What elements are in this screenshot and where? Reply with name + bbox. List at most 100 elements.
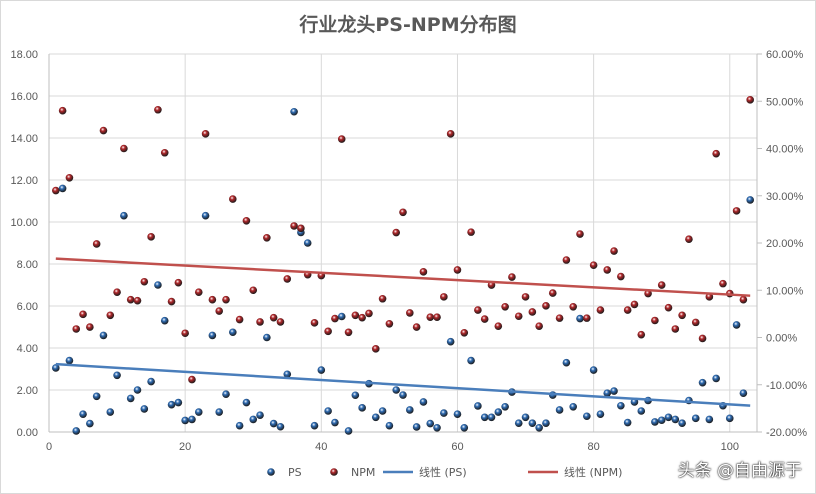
data-point-ps: [147, 377, 155, 386]
data-point-ps: [705, 415, 714, 424]
data-point-npm: [569, 302, 577, 311]
y-left-tick-label: 2.00: [17, 385, 38, 397]
data-point-npm: [365, 309, 373, 318]
data-point-npm: [617, 272, 625, 281]
data-point-ps: [671, 415, 680, 424]
data-point-npm: [324, 327, 332, 336]
data-point-npm: [72, 325, 81, 333]
data-point-npm: [154, 105, 162, 114]
y-left-tick-label: 4.00: [17, 343, 38, 355]
data-point-ps: [691, 414, 700, 423]
data-point-npm: [399, 208, 407, 217]
data-point-npm: [344, 328, 353, 337]
data-point-ps: [385, 421, 394, 430]
data-point-ps: [263, 333, 271, 342]
data-point-ps: [657, 416, 666, 425]
data-point-ps: [174, 398, 183, 407]
data-point-ps: [194, 408, 203, 416]
data-point-npm: [691, 318, 700, 327]
data-point-npm: [235, 315, 244, 324]
data-point-ps: [583, 412, 591, 421]
data-point-npm: [712, 149, 720, 158]
data-point-npm: [276, 318, 285, 326]
data-point-npm: [623, 306, 632, 314]
data-point-ps: [617, 401, 625, 410]
data-point-ps: [160, 316, 169, 325]
data-point-npm: [406, 309, 414, 317]
data-point-ps: [678, 419, 686, 427]
data-point-npm: [133, 296, 142, 305]
data-point-npm: [167, 297, 176, 306]
y-right-tick-label: 40.00%: [766, 144, 804, 156]
legend-label-npm: NPM: [351, 466, 375, 479]
data-point-npm: [194, 288, 203, 296]
data-point-ps: [576, 314, 584, 323]
data-point-ps: [351, 391, 360, 400]
data-point-npm: [514, 312, 523, 321]
data-point-npm: [535, 322, 543, 330]
data-point-ps: [542, 419, 550, 427]
data-point-ps: [140, 405, 149, 413]
data-point-npm: [657, 281, 666, 289]
data-point-ps: [256, 411, 264, 420]
x-tick-label: 60: [451, 441, 463, 453]
data-point-ps: [79, 410, 87, 418]
data-point-ps: [725, 414, 734, 423]
data-point-npm: [215, 307, 223, 315]
data-point-npm: [99, 126, 108, 135]
data-point-ps: [623, 418, 632, 427]
data-point-ps: [494, 408, 503, 416]
data-point-ps: [276, 422, 285, 431]
y-left-tick-label: 0.00: [17, 427, 38, 439]
data-point-npm: [120, 144, 128, 153]
data-point-npm: [160, 148, 169, 157]
data-point-ps: [453, 410, 462, 418]
data-point-ps: [317, 366, 326, 374]
data-point-npm: [222, 295, 230, 304]
data-point-npm: [106, 311, 115, 320]
data-point-ps: [283, 370, 292, 379]
data-point-npm: [126, 295, 135, 304]
data-point-ps: [235, 421, 244, 430]
data-point-npm: [181, 329, 189, 338]
y-left-tick-label: 12.00: [10, 175, 38, 187]
data-point-npm: [542, 302, 550, 310]
data-point-ps: [562, 358, 571, 367]
data-point-npm: [79, 310, 87, 319]
data-point-ps: [58, 184, 67, 193]
x-tick-label: 0: [46, 441, 52, 453]
data-point-ps: [358, 404, 366, 412]
data-point-ps: [419, 398, 428, 406]
data-point-npm: [705, 293, 714, 301]
data-point-npm: [685, 235, 693, 244]
data-point-ps: [378, 407, 387, 415]
data-point-ps: [555, 406, 564, 414]
x-tick-label: 100: [721, 441, 739, 453]
legend: PS NPM 线性 (PS) 线性 (NPM): [267, 465, 622, 479]
data-point-npm: [739, 295, 748, 304]
data-point-ps: [746, 196, 754, 204]
data-point-npm: [371, 345, 380, 353]
data-point-npm: [283, 275, 292, 283]
data-point-ps: [86, 419, 94, 428]
x-tick-label: 80: [587, 441, 599, 453]
data-point-npm: [698, 334, 707, 343]
data-point-npm: [548, 289, 557, 297]
data-point-npm: [480, 315, 489, 323]
data-point-ps: [474, 402, 482, 410]
data-point-ps: [290, 107, 298, 116]
data-point-ps: [99, 331, 108, 340]
y-right-tick-label: 50.00%: [766, 96, 804, 108]
data-point-ps: [651, 418, 659, 426]
data-point-npm: [249, 286, 258, 295]
data-point-npm: [610, 247, 618, 255]
data-point-ps: [528, 419, 537, 427]
data-point-ps: [72, 427, 81, 435]
data-point-npm: [651, 316, 659, 325]
data-point-npm: [528, 308, 537, 316]
data-point-npm: [664, 303, 673, 312]
data-point-ps: [344, 427, 353, 435]
data-point-ps: [106, 408, 115, 416]
data-point-npm: [310, 319, 319, 327]
